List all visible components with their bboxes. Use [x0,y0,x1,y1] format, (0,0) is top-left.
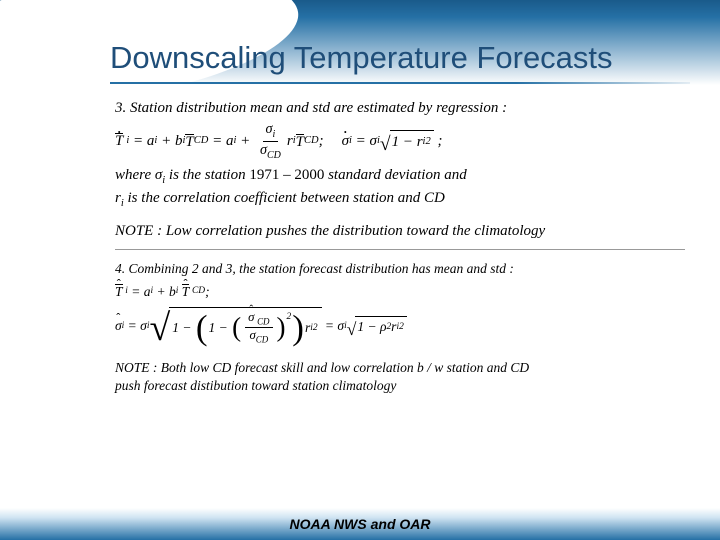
block-4: 4. Combining 2 and 3, the station foreca… [115,258,685,395]
slide-footer: NOAA NWS and OAR [0,508,720,540]
block3-where-line1: where σi is the station 1971 – 2000 stan… [115,165,685,188]
block-3: 3. Station distribution mean and std are… [115,98,685,250]
block3-note: NOTE : Low correlation pushes the distri… [115,221,685,241]
block4-note-line1: NOTE : Both low CD forecast skill and lo… [115,359,685,377]
title-underline [110,82,690,84]
block3-where-line2: ri is the correlation coefficient betwee… [115,188,685,211]
slide-title: Downscaling Temperature Forecasts [110,40,700,76]
block3-intro: 3. Station distribution mean and std are… [115,98,685,118]
footer-text: NOAA NWS and OAR [289,516,430,532]
slide-content: 3. Station distribution mean and std are… [115,98,685,490]
block4-eq-std: σi = σi √ 1 − ( 1 − ( σ CD σCD )2 ) ri2 [115,307,685,345]
block4-eq-mean: T i = ai + bi T CD ; [115,283,685,301]
block4-intro: 4. Combining 2 and 3, the station foreca… [115,260,685,278]
block3-equation: T i = ai + bi TCD = ai + σi σCD ri TCD ;… [115,122,685,161]
block4-note-line2: push forecast distibution toward station… [115,377,685,395]
